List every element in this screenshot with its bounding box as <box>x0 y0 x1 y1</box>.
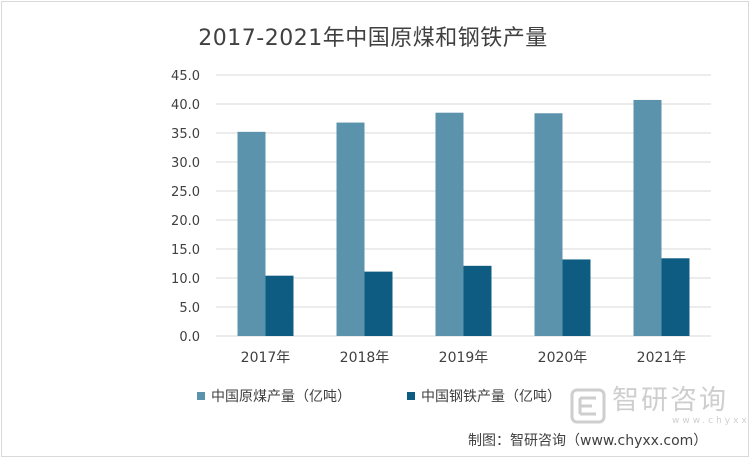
watermark-url: www.chyxx.com <box>672 416 750 426</box>
legend-label-coal: 中国原煤产量（亿吨） <box>211 389 351 405</box>
bar-steel <box>463 265 492 336</box>
legend-item-coal: 中国原煤产量（亿吨） <box>197 386 351 406</box>
chart-legend: 中国原煤产量（亿吨） 中国钢铁产量（亿吨） <box>2 386 748 406</box>
y-tick-label: 10.0 <box>171 272 200 287</box>
x-tick-label: 2020年 <box>538 350 588 366</box>
source-note: 制图：智研咨询（www.chyxx.com） <box>468 433 708 449</box>
chyxx-logo-icon <box>570 388 606 424</box>
y-tick-label: 30.0 <box>171 156 200 171</box>
x-tick-label: 2017年 <box>241 350 291 366</box>
watermark-name: 智研咨询 <box>612 385 728 416</box>
bar-steel <box>661 258 690 336</box>
bar-coal <box>435 112 464 336</box>
chart-title: 2017-2021年中国原煤和钢铁产量 <box>198 26 548 51</box>
bar-steel <box>364 271 393 336</box>
y-tick-label: 15.0 <box>171 243 200 258</box>
legend-item-steel: 中国钢铁产量（亿吨） <box>407 386 561 406</box>
y-tick-label: 20.0 <box>171 214 200 229</box>
bar-coal <box>336 122 365 336</box>
legend-swatch-steel <box>407 392 415 400</box>
watermark: 智研咨询 www.chyxx.com <box>570 386 750 426</box>
bar-coal <box>633 99 662 336</box>
y-tick-label: 40.0 <box>171 98 200 113</box>
y-tick-label: 35.0 <box>171 127 200 142</box>
y-tick-label: 45.0 <box>171 69 200 84</box>
x-tick-label: 2019年 <box>439 350 489 366</box>
y-tick-label: 25.0 <box>171 185 200 200</box>
legend-swatch-coal <box>197 392 205 400</box>
legend-label-steel: 中国钢铁产量（亿吨） <box>421 389 561 405</box>
bar-coal <box>237 131 266 336</box>
bar-steel <box>265 275 294 336</box>
x-tick-label: 2018年 <box>340 350 390 366</box>
bar-coal <box>534 113 563 336</box>
y-tick-label: 0.0 <box>179 330 200 345</box>
x-tick-label: 2021年 <box>637 350 687 366</box>
y-tick-label: 5.0 <box>179 301 200 316</box>
bar-steel <box>562 259 591 336</box>
